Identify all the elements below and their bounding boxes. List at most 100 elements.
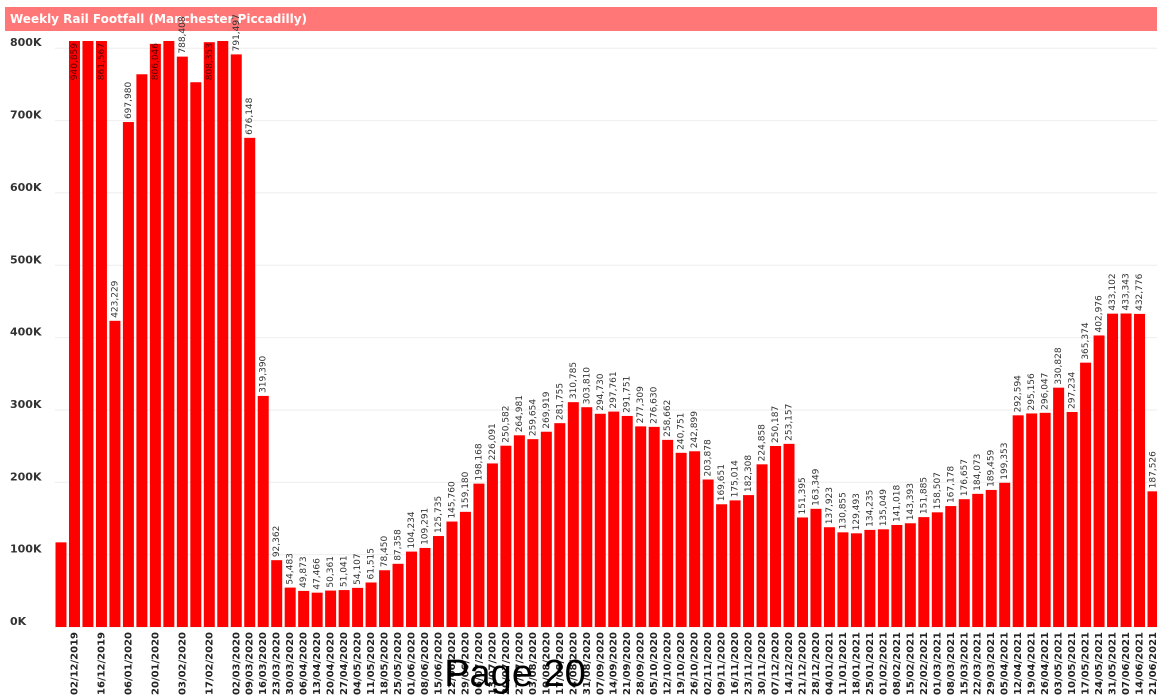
value-label: 134,235 [865, 490, 875, 527]
value-label: 151,885 [919, 477, 929, 514]
bar [82, 41, 94, 627]
x-tick-label: 01/06/2020 [407, 632, 418, 695]
bar [149, 43, 161, 628]
value-label: 182,308 [744, 455, 754, 492]
bar [311, 592, 323, 627]
value-label: 808,353 [205, 43, 215, 80]
x-tick-label: 03/08/2020 [528, 632, 539, 695]
x-tick-label: 31/05/2021 [1108, 632, 1119, 695]
value-label: 291,751 [623, 376, 633, 413]
value-label: 402,976 [1095, 295, 1105, 332]
value-label: 135,049 [879, 489, 889, 526]
bar [95, 41, 107, 628]
bar [945, 506, 957, 627]
bar [500, 445, 512, 627]
bar [55, 542, 67, 627]
value-label: 167,178 [946, 466, 956, 503]
value-label: 791,497 [232, 14, 242, 51]
x-tick-label: 21/12/2020 [797, 632, 808, 695]
x-tick-label: 10/05/2021 [1067, 632, 1078, 695]
x-tick-label: 16/11/2020 [730, 632, 741, 695]
value-label: 432,776 [1135, 273, 1145, 310]
bar [527, 439, 539, 627]
x-tick-label: 20/01/2020 [150, 632, 161, 695]
x-tick-label: 18/01/2021 [851, 632, 862, 695]
bar [554, 423, 566, 627]
value-label: 224,858 [758, 424, 768, 461]
x-tick-label: 29/06/2020 [460, 632, 471, 695]
value-label: 159,180 [461, 471, 471, 508]
value-label: 141,018 [892, 484, 902, 521]
bar [837, 532, 849, 627]
x-tick-label: 12/04/2021 [1013, 632, 1024, 695]
bar [1080, 362, 1092, 627]
value-label: 861,567 [97, 43, 107, 80]
bar [513, 435, 525, 627]
x-tick-label: 20/04/2020 [326, 632, 337, 695]
value-label: 788,408 [178, 16, 188, 53]
bar [338, 590, 350, 627]
bar [176, 56, 188, 628]
x-tick-label: 07/06/2021 [1121, 632, 1132, 695]
value-label: 940,859 [70, 43, 80, 80]
x-tick-label: 24/05/2021 [1094, 632, 1105, 695]
bar [594, 413, 606, 627]
x-tick-label: 08/06/2020 [420, 632, 431, 695]
x-tick-label: 15/06/2020 [433, 632, 444, 695]
bar [1120, 313, 1132, 627]
x-tick-label: 17/02/2020 [204, 632, 215, 695]
value-label: 310,785 [569, 362, 579, 399]
value-label: 176,657 [960, 459, 970, 496]
x-tick-label: 01/02/2021 [878, 632, 889, 695]
x-tick-label: 19/10/2020 [676, 632, 687, 695]
bar [473, 483, 485, 627]
value-label: 292,594 [1014, 375, 1024, 412]
y-tick-label: 0K [10, 615, 27, 628]
bar [352, 587, 364, 627]
x-tick-label: 25/05/2020 [393, 632, 404, 695]
value-label: 129,493 [852, 493, 862, 530]
x-tick-label: 02/03/2020 [231, 632, 242, 695]
bar [999, 482, 1011, 627]
value-label: 253,157 [785, 404, 795, 441]
bar [918, 517, 930, 627]
labels: 0K 100K 200K 300K 400K 500K 600K 700K 800K 02/12/… [10, 14, 1157, 695]
value-label: 365,374 [1081, 322, 1091, 359]
bar [325, 590, 337, 627]
value-label: 184,073 [973, 454, 983, 491]
value-label: 297,761 [609, 371, 619, 408]
bar [608, 411, 620, 627]
bar [729, 500, 741, 627]
x-tick-label: 14/12/2020 [784, 632, 795, 695]
bar [230, 54, 242, 628]
x-tick-label: 23/03/2020 [272, 632, 283, 695]
value-label: 433,343 [1122, 273, 1132, 310]
value-label: 199,353 [1000, 443, 1010, 480]
bar [68, 41, 80, 628]
bar [406, 551, 418, 627]
bar [796, 517, 808, 627]
x-tick-label: 17/05/2021 [1081, 632, 1092, 695]
x-tick-label: 16/03/2020 [258, 632, 269, 695]
value-label: 330,828 [1054, 347, 1064, 384]
x-tick-label: 27/04/2020 [339, 632, 350, 695]
bar [877, 529, 889, 627]
x-tick-label: 05/10/2020 [649, 632, 660, 695]
value-label: 676,148 [245, 97, 255, 134]
bar [581, 407, 593, 627]
bar [379, 570, 391, 627]
value-label: 276,630 [650, 386, 660, 423]
x-tick-label: 25/01/2021 [865, 632, 876, 695]
bar [904, 523, 916, 627]
y-tick-label: 400K [10, 326, 42, 339]
y-tick-label: 300K [10, 398, 42, 411]
x-tick-label: 30/03/2020 [285, 632, 296, 695]
value-label: 294,730 [596, 373, 606, 410]
x-tick-label: 29/03/2021 [986, 632, 997, 695]
value-label: 54,107 [353, 553, 363, 585]
value-label: 697,980 [124, 82, 134, 119]
x-tick-label: 19/04/2021 [1027, 632, 1038, 695]
x-tick-label: 20/07/2020 [501, 632, 512, 695]
value-label: 158,507 [933, 472, 943, 509]
chart-title: Weekly Rail Footfall (Manchester Piccadi… [10, 12, 307, 26]
